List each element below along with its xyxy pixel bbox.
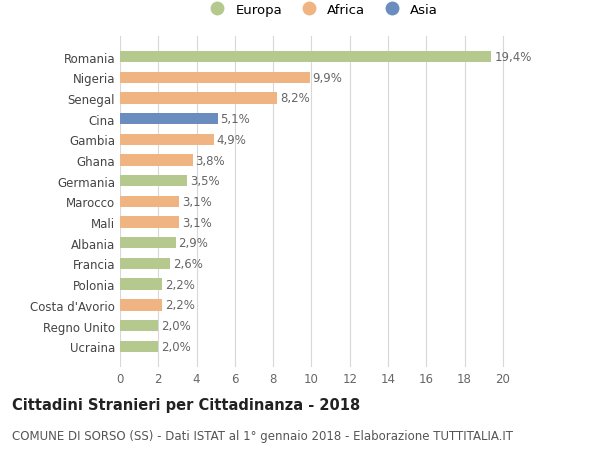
Text: 3,1%: 3,1% [182,196,212,208]
Bar [120,93,277,104]
Text: 2,0%: 2,0% [161,340,191,353]
Bar [120,196,179,207]
Text: 3,1%: 3,1% [182,216,212,229]
Bar [120,52,491,63]
Bar [120,114,218,125]
Text: 2,2%: 2,2% [165,278,195,291]
Text: 3,8%: 3,8% [196,154,225,167]
Bar [120,134,214,146]
Text: 2,6%: 2,6% [173,257,203,270]
Bar [120,258,170,269]
Bar [120,217,179,228]
Text: 2,2%: 2,2% [165,299,195,312]
Bar [120,279,162,290]
Text: 8,2%: 8,2% [280,92,310,105]
Text: 2,9%: 2,9% [178,237,208,250]
Bar [120,73,310,84]
Text: 19,4%: 19,4% [494,51,532,64]
Text: 3,5%: 3,5% [190,175,220,188]
Text: Cittadini Stranieri per Cittadinanza - 2018: Cittadini Stranieri per Cittadinanza - 2… [12,397,360,412]
Text: 4,9%: 4,9% [217,134,247,146]
Text: 5,1%: 5,1% [221,113,250,126]
Bar [120,320,158,331]
Bar [120,300,162,311]
Legend: Europa, Africa, Asia: Europa, Africa, Asia [204,4,438,17]
Text: COMUNE DI SORSO (SS) - Dati ISTAT al 1° gennaio 2018 - Elaborazione TUTTITALIA.I: COMUNE DI SORSO (SS) - Dati ISTAT al 1° … [12,429,513,442]
Text: 9,9%: 9,9% [313,72,342,84]
Text: 2,0%: 2,0% [161,319,191,332]
Bar [120,176,187,187]
Bar [120,238,176,249]
Bar [120,341,158,352]
Bar [120,155,193,166]
